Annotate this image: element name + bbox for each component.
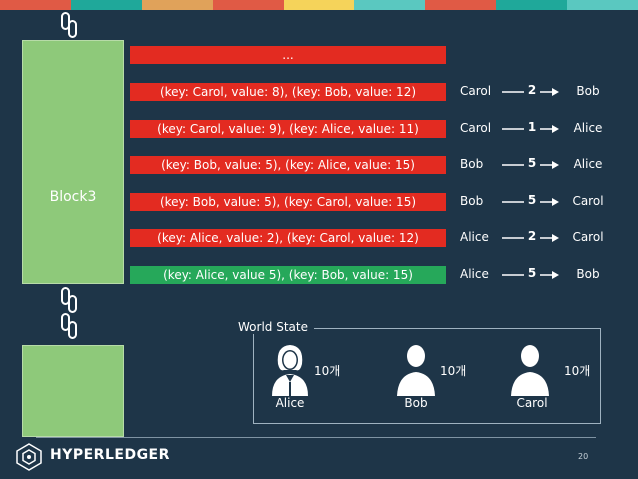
transfer-to: Bob (576, 267, 600, 281)
next-block (22, 345, 124, 437)
alice-count: 10개 (314, 364, 341, 378)
world-state-title: World State (232, 320, 314, 334)
carol-count: 10개 (564, 364, 591, 378)
transfer-amount: 2 (524, 83, 540, 97)
transfer-from: Carol (460, 121, 492, 135)
block-3: Block3 (22, 40, 124, 284)
block-label: Block3 (49, 189, 97, 205)
carol-name: Carol (516, 396, 548, 410)
user-icon (511, 345, 549, 396)
transaction-row: ... (130, 46, 446, 64)
top-bar-segment (496, 0, 568, 10)
top-bar-segment (141, 0, 213, 10)
bob-count: 10개 (440, 364, 467, 378)
transaction-row: (key: Alice, value: 2), (key: Carol, val… (130, 229, 446, 247)
transaction-row: (key: Bob, value: 5), (key: Carol, value… (130, 193, 446, 211)
logo-subtitle (50, 465, 52, 471)
transfer-to: Carol (572, 230, 604, 244)
transfer-amount: 5 (524, 266, 540, 280)
top-color-bar (0, 0, 638, 10)
world-state-box (253, 328, 601, 424)
alice-name: Alice (275, 396, 305, 410)
female-user-icon (272, 345, 308, 396)
transfer-from: Carol (460, 84, 492, 98)
top-bar-segment (212, 0, 284, 10)
top-bar-segment (70, 0, 142, 10)
footer-divider (36, 437, 596, 438)
top-bar-segment (567, 0, 638, 10)
transfer-to: Bob (576, 84, 600, 98)
hyperledger-logo-text: HYPERLEDGER (50, 447, 170, 463)
transfer-from: Alice (460, 230, 489, 244)
transfer-to: Carol (572, 194, 604, 208)
transfer-to: Alice (573, 121, 603, 135)
transaction-row: (key: Carol, value: 9), (key: Alice, val… (130, 120, 446, 138)
transfer-from: Bob (460, 194, 484, 208)
chain-link-icon (61, 287, 77, 339)
transfer-amount: 5 (524, 156, 540, 170)
bob-name: Bob (404, 396, 428, 410)
top-bar-segment (354, 0, 426, 10)
transfer-amount: 5 (524, 193, 540, 207)
transfer-amount: 2 (524, 229, 540, 243)
chain-link-icon (61, 12, 77, 38)
transaction-row: (key: Carol, value: 8), (key: Bob, value… (130, 83, 446, 101)
transfer-from: Bob (460, 157, 484, 171)
hyperledger-logo-icon (16, 443, 42, 471)
transfer-from: Alice (460, 267, 489, 281)
user-icon (397, 345, 435, 396)
transfer-amount: 1 (524, 120, 540, 134)
transaction-row: (key: Bob, value: 5), (key: Alice, value… (130, 156, 446, 174)
top-bar-segment (283, 0, 355, 10)
transaction-row: (key: Alice, value 5), (key: Bob, value:… (130, 266, 446, 284)
page-number: 20 (578, 452, 589, 461)
top-bar-segment (0, 0, 71, 10)
transfer-to: Alice (573, 157, 603, 171)
top-bar-segment (425, 0, 497, 10)
